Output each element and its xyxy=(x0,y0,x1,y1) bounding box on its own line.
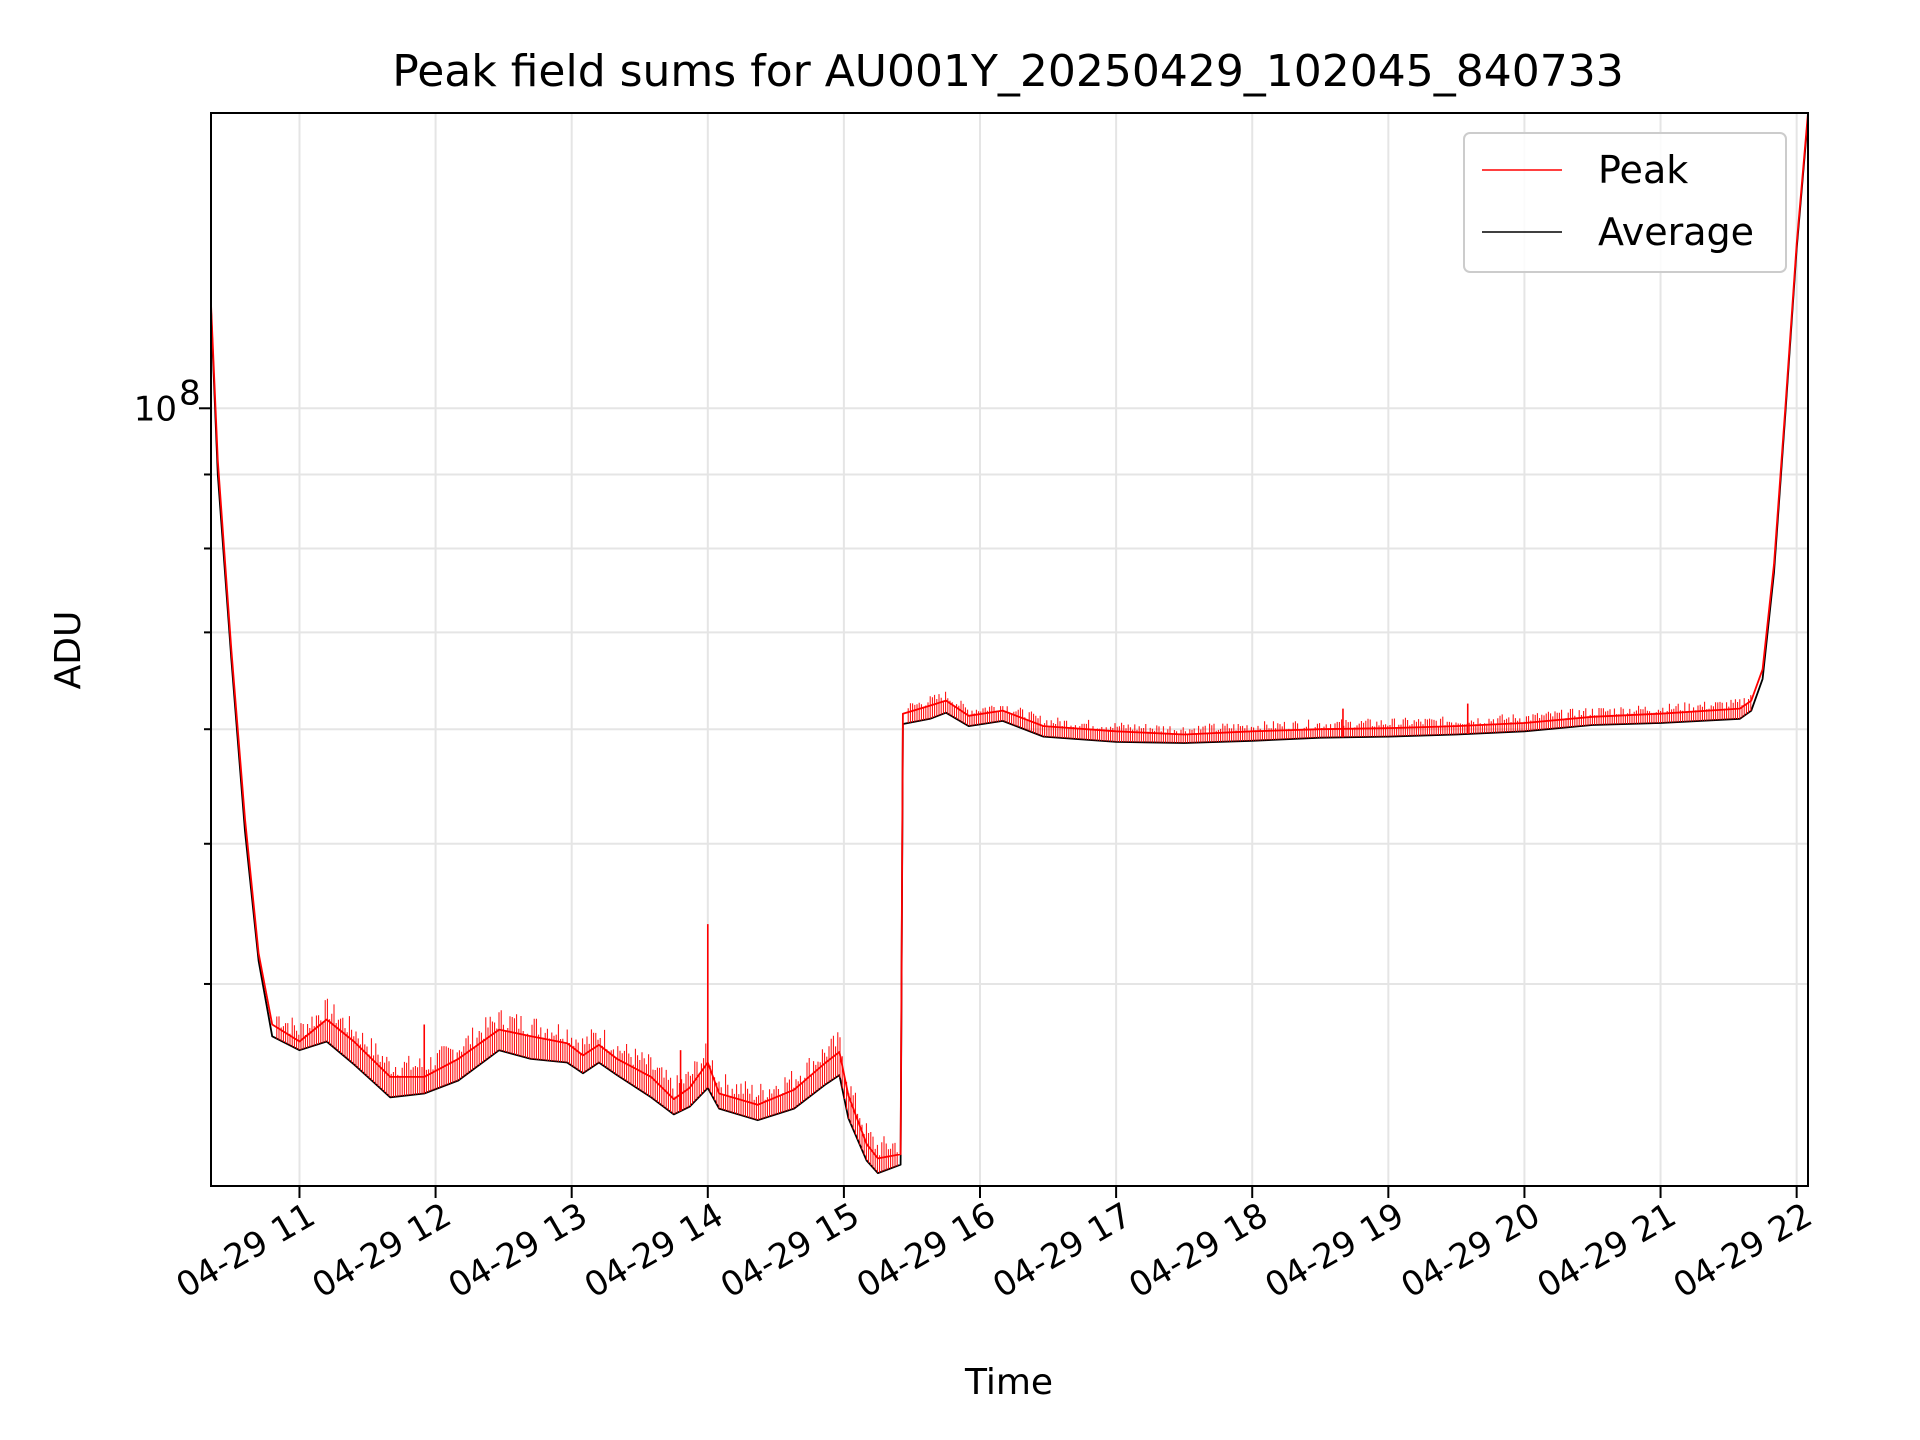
y-tick-label-exponent: 8 xyxy=(179,373,201,413)
plot-frame xyxy=(210,112,1809,1187)
y-tick-label: 10 xyxy=(134,389,177,429)
grid-lines xyxy=(211,113,1808,1186)
peak-noise-band xyxy=(276,691,1752,1173)
y-axis-label: ADU xyxy=(48,611,89,690)
series-line-average xyxy=(210,116,1809,1174)
series-lines xyxy=(210,112,1809,1174)
legend-label-peak: Peak xyxy=(1598,148,1688,192)
legend-label-average: Average xyxy=(1598,210,1754,254)
legend: Peak Average xyxy=(1463,132,1787,273)
x-axis-label: Time xyxy=(964,1362,1053,1403)
chart-title: Peak field sums for AU001Y_20250429_1020… xyxy=(392,46,1624,97)
legend-box xyxy=(1463,132,1787,273)
